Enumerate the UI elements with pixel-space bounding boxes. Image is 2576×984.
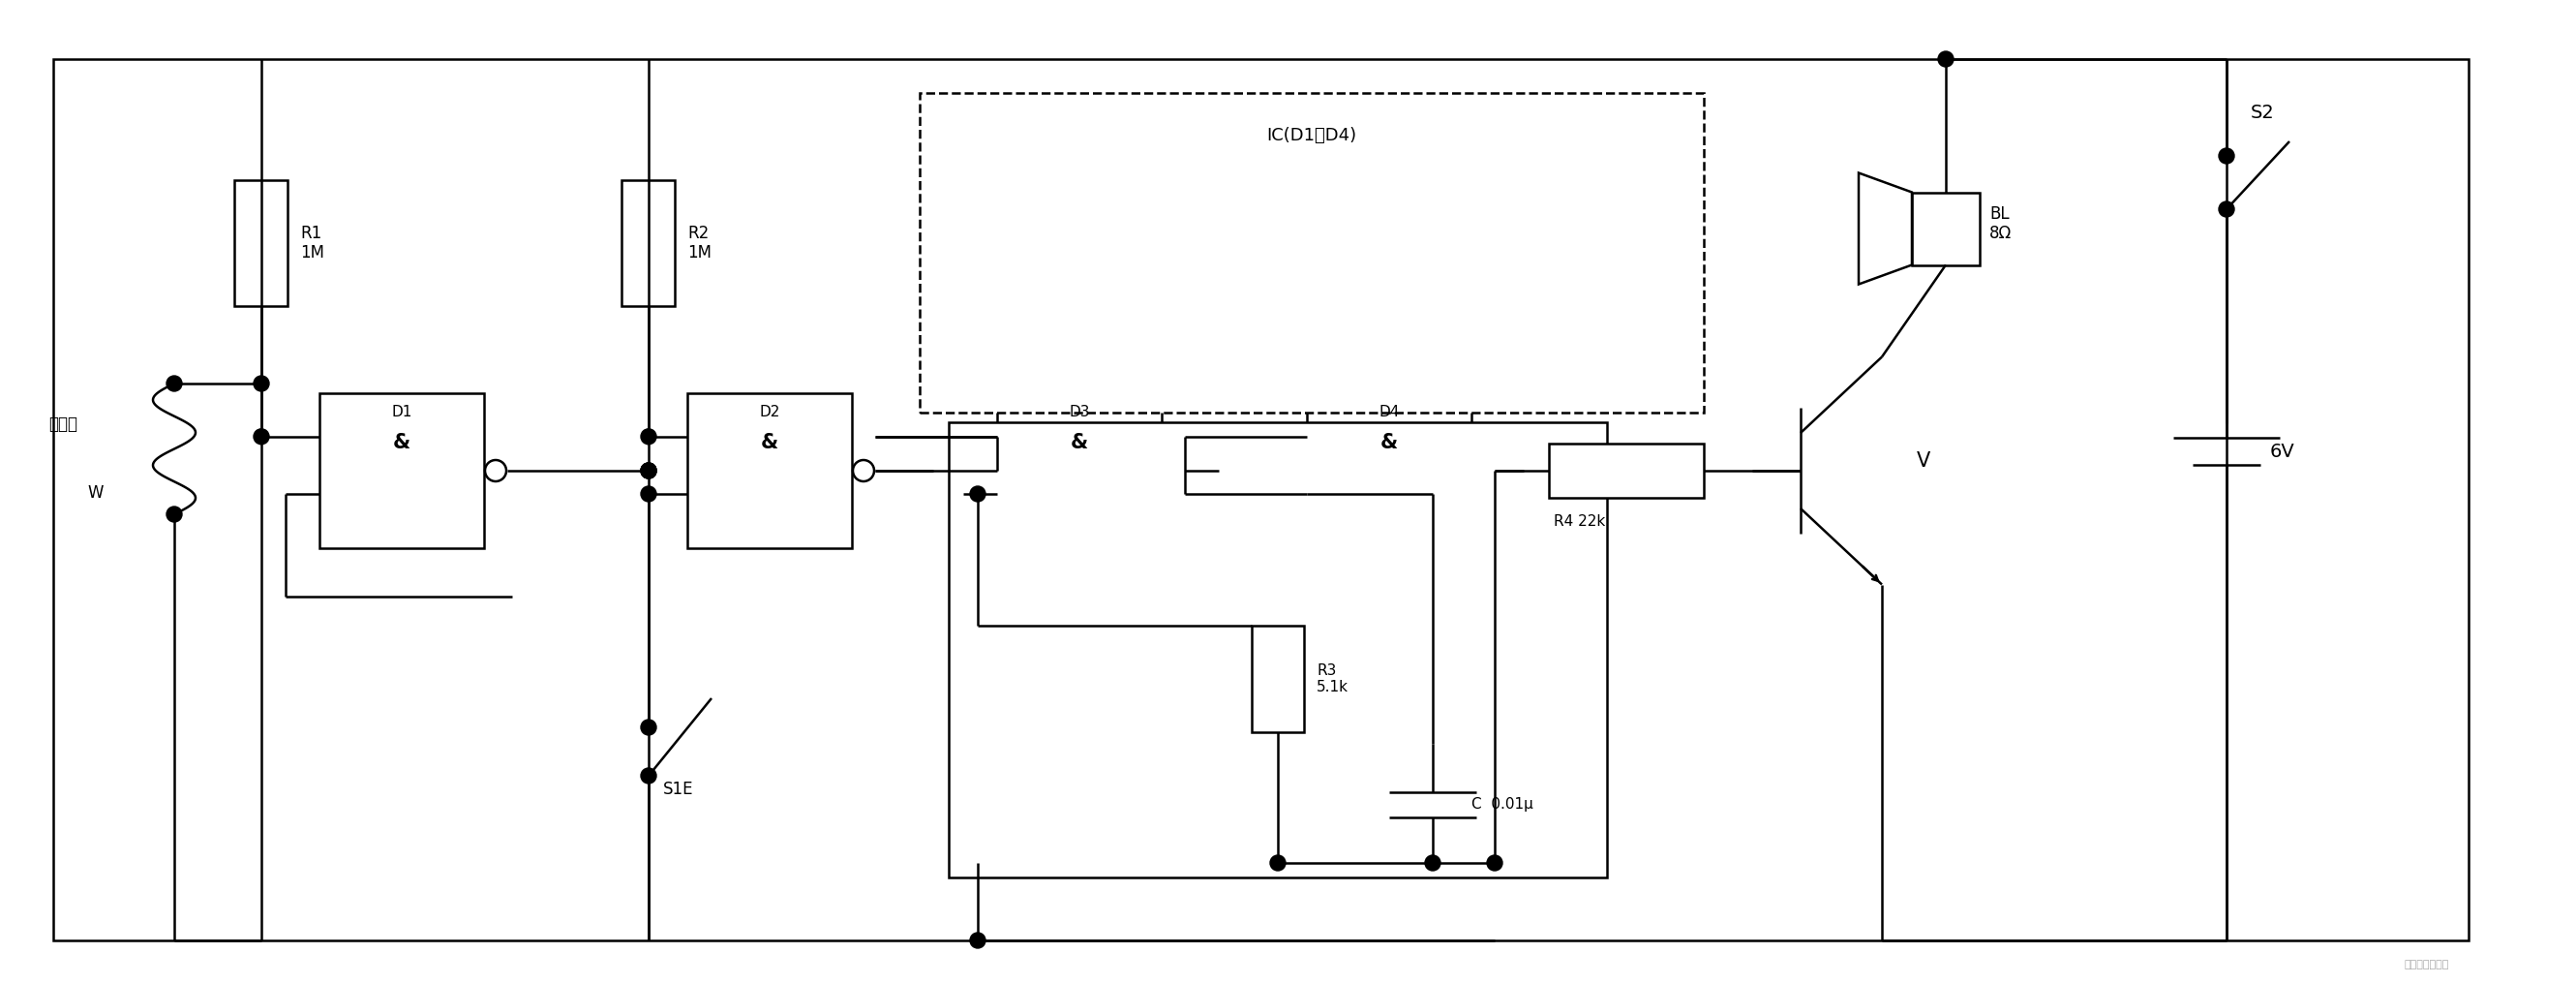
Circle shape: [1486, 855, 1502, 871]
Text: &: &: [1072, 433, 1087, 453]
Text: &: &: [760, 433, 778, 453]
Circle shape: [1162, 461, 1185, 481]
Bar: [948, 422, 1607, 878]
Circle shape: [641, 462, 657, 478]
Text: BL
8Ω: BL 8Ω: [1989, 205, 2012, 242]
Bar: [1252, 626, 1303, 732]
Text: C  0.01μ: C 0.01μ: [1471, 798, 1533, 812]
Circle shape: [2218, 202, 2233, 216]
Circle shape: [1177, 462, 1193, 478]
Text: R2
1M: R2 1M: [688, 224, 711, 262]
Text: IC(D1～D4): IC(D1～D4): [1267, 127, 1358, 145]
Bar: [920, 92, 1703, 412]
Text: D3: D3: [1069, 404, 1090, 419]
Text: 维库电子市场网: 维库电子市场网: [2403, 959, 2450, 969]
Circle shape: [641, 769, 657, 783]
Circle shape: [971, 933, 987, 949]
Text: R3
5.1k: R3 5.1k: [1316, 663, 1347, 695]
Circle shape: [641, 486, 657, 502]
Bar: [997, 394, 1162, 548]
Bar: [1306, 394, 1471, 548]
Text: D2: D2: [760, 404, 781, 419]
Text: &: &: [394, 433, 410, 453]
Text: 警戞线: 警戞线: [49, 416, 77, 433]
Text: D1: D1: [392, 404, 412, 419]
Circle shape: [971, 486, 987, 502]
Bar: [1548, 444, 1703, 498]
Circle shape: [252, 429, 268, 445]
Text: S2: S2: [2251, 103, 2275, 122]
Text: R1
1M: R1 1M: [299, 224, 325, 262]
Bar: [54, 59, 2468, 941]
Bar: [319, 394, 484, 548]
Circle shape: [641, 719, 657, 735]
Circle shape: [1937, 51, 1953, 67]
Polygon shape: [1860, 173, 1911, 284]
Text: W: W: [88, 484, 103, 501]
Circle shape: [2218, 149, 2233, 163]
Circle shape: [853, 461, 873, 481]
Circle shape: [1270, 855, 1285, 871]
Bar: [234, 180, 289, 306]
Text: 6V: 6V: [2269, 442, 2295, 461]
Circle shape: [1177, 429, 1193, 445]
Bar: [1911, 192, 1981, 265]
Circle shape: [1177, 486, 1193, 502]
Circle shape: [167, 507, 183, 523]
Text: D4: D4: [1378, 404, 1399, 419]
Circle shape: [1473, 461, 1494, 481]
Circle shape: [1425, 855, 1440, 871]
Text: R4 22k: R4 22k: [1553, 515, 1605, 528]
Text: V: V: [1917, 452, 1929, 470]
Text: S1E: S1E: [662, 780, 693, 798]
Circle shape: [252, 376, 268, 392]
Circle shape: [641, 462, 657, 478]
Circle shape: [484, 461, 507, 481]
Bar: [688, 394, 853, 548]
Circle shape: [167, 376, 183, 392]
Circle shape: [641, 462, 657, 478]
Bar: [621, 180, 675, 306]
Text: &: &: [1381, 433, 1399, 453]
Circle shape: [641, 429, 657, 445]
